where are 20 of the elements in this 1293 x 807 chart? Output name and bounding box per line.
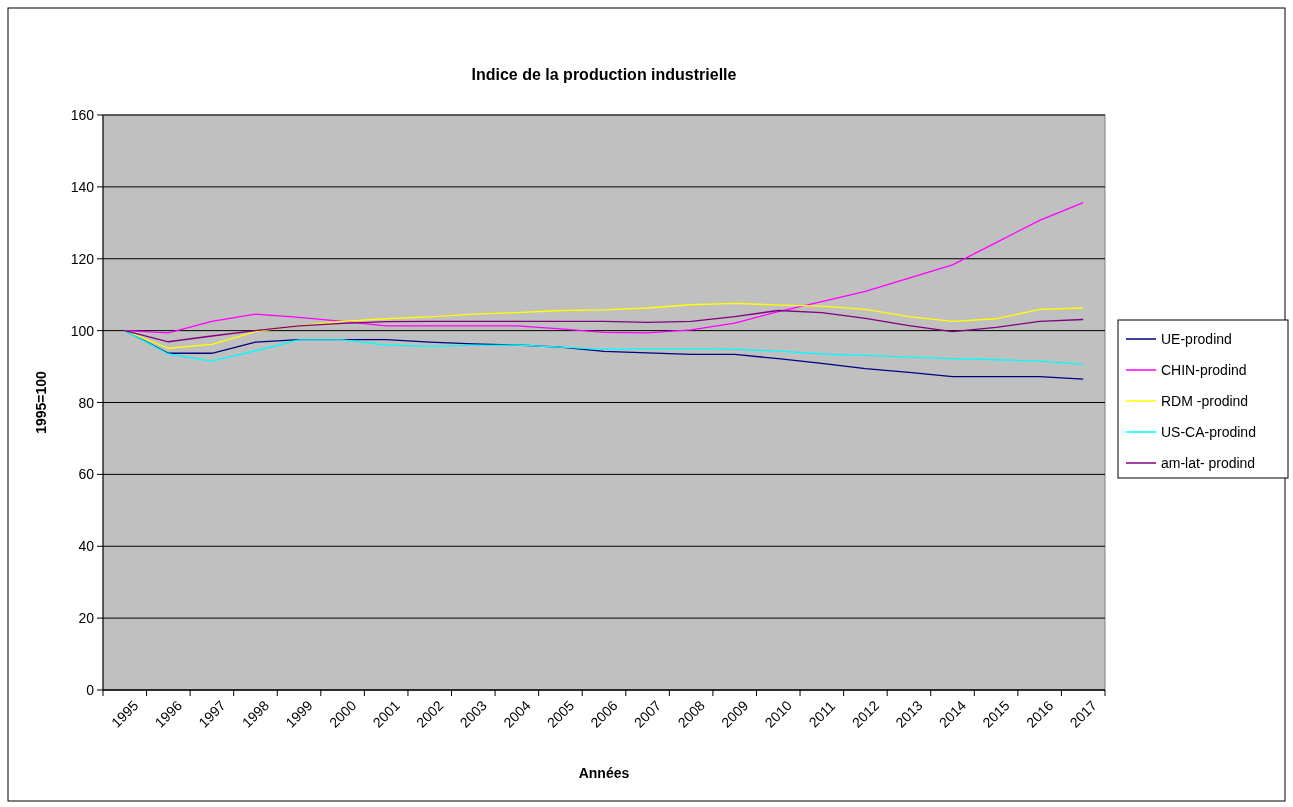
line-series: [124, 329, 1084, 366]
y-tick-label: 80: [78, 394, 95, 411]
legend-label: RDM -prodind: [1161, 393, 1249, 409]
line-series: [124, 309, 1084, 343]
x-axis-title: Années: [578, 765, 630, 781]
y-tick-label: 40: [78, 538, 95, 555]
y-axis-title: 1995=100: [33, 370, 49, 434]
y-tick-label: 120: [70, 250, 95, 267]
legend-label: US-CA-prodind: [1161, 424, 1256, 440]
y-tick-label: 160: [70, 107, 95, 123]
legend-label: UE-prodind: [1161, 331, 1232, 347]
legend-label: CHIN-prodind: [1161, 362, 1247, 378]
legend-label: am-lat- prodind: [1161, 455, 1256, 471]
y-tick-label: 20: [78, 610, 95, 627]
chart-title: Indice de la production industrielle: [471, 66, 737, 83]
line-series: [124, 202, 1084, 334]
y-tick-label: 60: [78, 466, 95, 483]
y-tick-label: 140: [70, 178, 95, 195]
y-tick-label: 0: [86, 682, 95, 698]
y-tick-label: 100: [70, 322, 95, 339]
